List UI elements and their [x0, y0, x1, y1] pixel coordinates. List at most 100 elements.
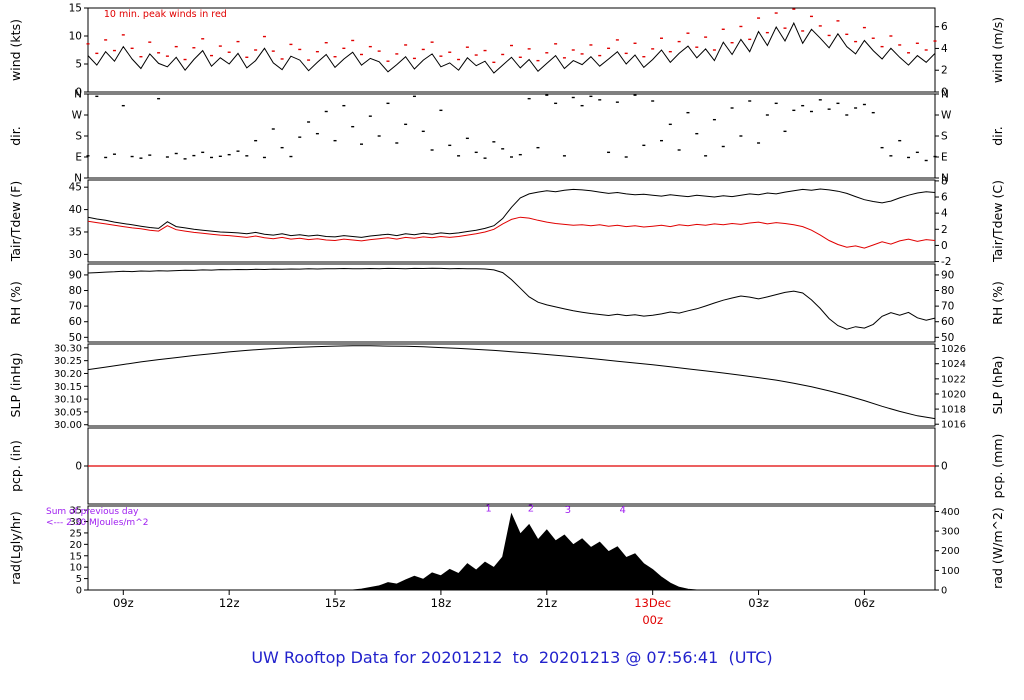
svg-text:00z: 00z	[642, 613, 663, 627]
svg-text:30: 30	[69, 249, 82, 261]
svg-text:1016: 1016	[941, 420, 966, 431]
series-tair_f	[87, 188, 936, 238]
svg-text:SLP (inHg): SLP (inHg)	[8, 353, 23, 418]
svg-text:0: 0	[76, 586, 82, 597]
svg-text:<--- 2.30 MJoules/m^2: <--- 2.30 MJoules/m^2	[46, 518, 148, 528]
svg-text:3: 3	[565, 505, 571, 516]
svg-text:pcp. (in): pcp. (in)	[8, 440, 23, 492]
svg-text:rad (W/m^2): rad (W/m^2)	[990, 507, 1005, 589]
svg-text:40: 40	[69, 204, 82, 216]
svg-text:-2: -2	[941, 256, 951, 268]
svg-text:RH (%): RH (%)	[990, 281, 1005, 325]
panel-frame	[87, 93, 936, 179]
svg-text:21z: 21z	[536, 596, 557, 610]
svg-text:300: 300	[941, 527, 960, 538]
panel-rh: 50 60 70 80 90 50 60 70 80 90 RH (%) RH (%)	[8, 263, 1005, 344]
series-slp_inhg	[87, 345, 936, 420]
svg-text:N: N	[941, 173, 949, 185]
panel-frame	[87, 7, 936, 93]
svg-text:8: 8	[941, 175, 948, 187]
svg-text:45: 45	[69, 182, 82, 194]
series-wind_kts	[87, 21, 936, 74]
svg-text:SLP (hPa): SLP (hPa)	[990, 356, 1005, 415]
series-rad_lyhr	[88, 512, 935, 591]
svg-text:100: 100	[941, 566, 960, 577]
svg-text:4: 4	[619, 505, 625, 516]
svg-text:rad(Lgly/hr): rad(Lgly/hr)	[8, 511, 23, 585]
svg-text:25: 25	[70, 528, 82, 539]
svg-text:70: 70	[941, 301, 954, 313]
svg-text:30: 30	[70, 517, 82, 528]
svg-text:18z: 18z	[431, 596, 452, 610]
panel-frame	[87, 263, 936, 343]
svg-text:RH (%): RH (%)	[8, 281, 23, 325]
svg-text:2: 2	[941, 65, 948, 77]
svg-text:W: W	[941, 110, 952, 122]
svg-text:15: 15	[69, 3, 82, 15]
svg-text:30.30: 30.30	[54, 343, 82, 354]
svg-text:pcp. (mm): pcp. (mm)	[990, 434, 1005, 499]
svg-text:wind (m/s): wind (m/s)	[990, 17, 1005, 83]
svg-text:30.15: 30.15	[54, 382, 82, 393]
svg-text:N: N	[74, 173, 82, 185]
chart-title: UW Rooftop Data for 20201212 to 20201213…	[251, 648, 773, 667]
svg-text:0: 0	[941, 586, 947, 597]
svg-text:15: 15	[70, 551, 82, 562]
svg-text:W: W	[72, 110, 83, 122]
svg-text:03z: 03z	[748, 596, 769, 610]
svg-text:1022: 1022	[941, 374, 966, 385]
svg-text:6: 6	[941, 21, 948, 33]
series-rh_pct	[87, 267, 936, 330]
svg-text:35: 35	[70, 506, 82, 517]
svg-text:E: E	[75, 152, 82, 164]
svg-text:30.25: 30.25	[54, 356, 82, 367]
svg-text:E: E	[941, 152, 948, 164]
svg-text:Sum of previous day: Sum of previous day	[46, 507, 139, 517]
panel-frame	[87, 343, 936, 427]
svg-text:09z: 09z	[113, 596, 134, 610]
svg-text:1024: 1024	[941, 359, 966, 370]
svg-text:4: 4	[941, 208, 948, 220]
x-axis: 09z 12z 15z 18z 21z 13Dec 00z 03z 06z	[113, 590, 875, 627]
svg-text:30.10: 30.10	[54, 395, 82, 406]
svg-text:400: 400	[941, 507, 960, 518]
svg-text:90: 90	[941, 269, 954, 281]
svg-text:90: 90	[69, 269, 82, 281]
svg-text:06z: 06z	[854, 596, 875, 610]
svg-text:2: 2	[528, 504, 534, 515]
svg-text:N: N	[941, 89, 949, 101]
svg-text:1026: 1026	[941, 344, 966, 355]
svg-text:30.00: 30.00	[54, 420, 82, 431]
svg-text:12z: 12z	[219, 596, 240, 610]
svg-text:1020: 1020	[941, 389, 966, 400]
svg-text:0: 0	[75, 87, 82, 99]
svg-text:13Dec: 13Dec	[634, 596, 671, 610]
svg-text:0: 0	[941, 240, 948, 252]
panel-tair: 30 35 40 45 -2 0 2 4 6 8 Tair/Tdew (F) Tair/Tdew (C…	[8, 175, 1005, 268]
svg-text:20: 20	[70, 540, 82, 551]
svg-text:30.05: 30.05	[54, 407, 82, 418]
svg-text:50: 50	[941, 332, 954, 344]
svg-text:wind (kts): wind (kts)	[8, 19, 23, 81]
svg-text:50: 50	[69, 332, 82, 344]
svg-text:1: 1	[485, 504, 491, 515]
panel-frame	[87, 179, 936, 263]
svg-text:Tair/Tdew (C): Tair/Tdew (C)	[990, 180, 1005, 263]
svg-text:2: 2	[941, 224, 948, 236]
svg-text:0: 0	[941, 87, 948, 99]
svg-text:70: 70	[69, 301, 82, 313]
svg-text:dir.: dir.	[8, 126, 23, 145]
svg-text:15z: 15z	[325, 596, 346, 610]
svg-text:60: 60	[941, 316, 954, 328]
svg-text:10: 10	[70, 563, 82, 574]
series-dir_deg	[86, 94, 937, 162]
svg-text:80: 80	[69, 285, 82, 297]
svg-text:S: S	[75, 131, 82, 143]
svg-text:10 min. peak winds in red: 10 min. peak winds in red	[104, 9, 227, 20]
svg-text:S: S	[941, 131, 948, 143]
